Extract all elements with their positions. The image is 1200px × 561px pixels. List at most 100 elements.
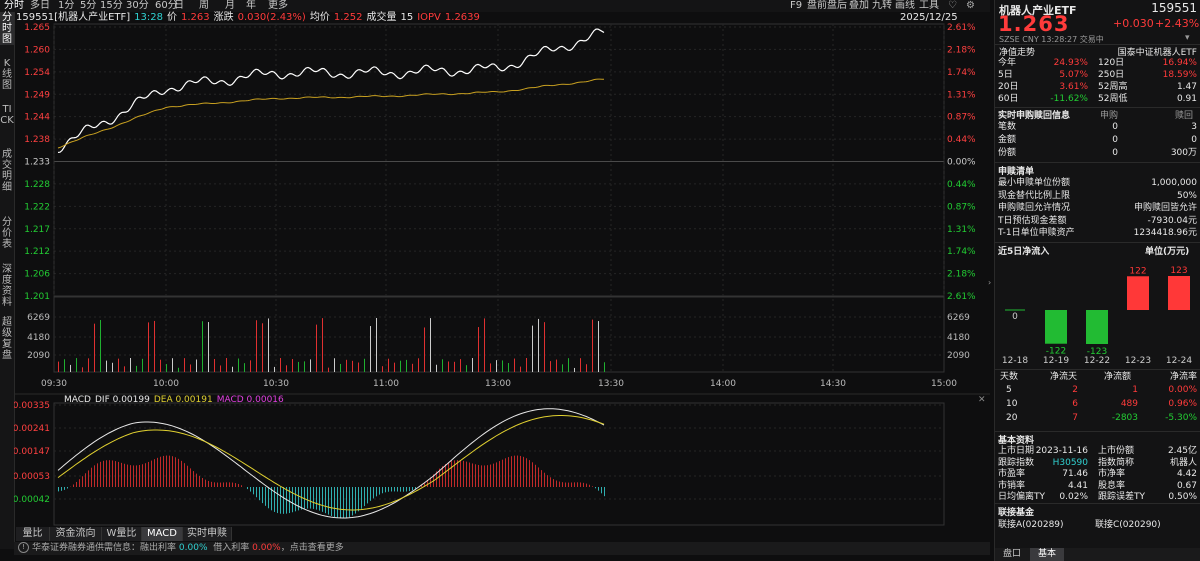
period-tab-2[interactable]: 1分 [58, 0, 75, 11]
volume-bar [310, 359, 311, 372]
quote-time: 13:28 [134, 12, 163, 23]
macd-bar [169, 455, 170, 487]
macd-tick-label: 0.00241 [14, 424, 50, 434]
bottom-tab-3[interactable]: MACD [142, 527, 183, 541]
price-tick-label: 1.260 [24, 45, 50, 55]
macd-bar [277, 487, 278, 514]
toolbar-item-4[interactable]: 画线 [895, 0, 915, 11]
list-row: 申购赎回允许情况 申购赎回皆允许 [998, 202, 1198, 214]
margin-info-bar[interactable]: ! 华泰证券融券通供需信息：融出利率 0.00% 借入利率 0.00%，点击查看更… [14, 542, 990, 555]
flow-net-amount: -2803 [1111, 413, 1138, 423]
performance-table: 今年 24.93% 120日 16.94% 5日 5.07% 250日 18.59% 20日 3.… [995, 57, 1200, 107]
bottom-tab-0[interactable]: 量比 [16, 527, 50, 541]
toolbar-item-1[interactable]: 盘前盘后 [807, 0, 847, 11]
volume-bar [370, 326, 371, 372]
macd-bar [604, 487, 605, 497]
redeem-purchase: 0 [1112, 148, 1118, 158]
period-tab-5[interactable]: 30分 [126, 0, 149, 11]
macd-bar [478, 464, 479, 487]
bottom-tab-1[interactable]: 资金流向 [50, 527, 102, 541]
period-tab-11[interactable]: 更多 [268, 0, 288, 11]
volume-bar [568, 358, 569, 372]
toolbar-item-3[interactable]: 九转 [872, 0, 892, 11]
macd-bar [547, 475, 548, 487]
right-tab-0[interactable]: 盘口 [1002, 549, 1021, 559]
left-tab-2[interactable]: TICK [0, 104, 14, 126]
perf-value-1: 3.61% [1059, 82, 1088, 92]
volume-bar [436, 364, 437, 372]
period-tab-10[interactable]: 年 [246, 0, 256, 11]
macd-bar [256, 487, 257, 498]
collapse-panel-icon[interactable]: › [988, 278, 992, 287]
left-tab-6[interactable]: 超级复盘 [2, 317, 12, 361]
volume-bar [580, 358, 581, 372]
basic-title: 基本资料 [998, 436, 1035, 446]
period-tab-6[interactable]: 60分 [155, 0, 178, 11]
perf-row: 今年 24.93% 120日 16.94% [998, 57, 1198, 69]
left-tab-5[interactable]: 深度资料 [2, 264, 12, 308]
redeem-redeem: 300万 [1170, 148, 1197, 158]
volume-bar [598, 321, 599, 372]
macd-bar [352, 487, 353, 516]
macd-bar [334, 487, 335, 518]
list-label: T日预估现金差额 [998, 215, 1067, 226]
purchase-list: 最小申赎单位份额 1,000,000 现金替代比例上限 50% 申购赎回允许情况 申购赎回… [995, 177, 1200, 242]
nav-trend-label[interactable]: 净值走势 [999, 48, 1036, 58]
dropdown-icon[interactable]: ▾ [1185, 33, 1190, 43]
linked-fund-c[interactable]: 联接C(020290) [1095, 520, 1161, 530]
pct-tick-label: 1.74% [947, 247, 976, 257]
macd-bar [451, 461, 452, 487]
macd-bar [301, 487, 302, 510]
volume-bar [466, 365, 467, 372]
volume-bar [232, 366, 233, 372]
volume-bar [304, 361, 305, 372]
heart-icon[interactable]: ♡ [948, 0, 957, 11]
period-tab-8[interactable]: 周 [199, 0, 209, 11]
bottom-tab-2[interactable]: W量比 [102, 527, 142, 541]
volume-bar [358, 362, 359, 372]
period-tab-1[interactable]: 多日 [30, 0, 50, 11]
redeem-label: 份额 [998, 148, 1017, 158]
perf-value-2: 18.59% [1162, 70, 1197, 80]
toolbar-item-5[interactable]: 工具 [919, 0, 939, 11]
volume-bar [508, 363, 509, 372]
toolbar-item-0[interactable]: F9 [790, 0, 803, 11]
period-tab-9[interactable]: 月 [225, 0, 235, 11]
period-tab-7[interactable]: 日 [174, 0, 184, 11]
volume-bar [346, 359, 347, 372]
bottom-tab-4[interactable]: 实时申赎 [183, 527, 232, 541]
period-tab-0[interactable]: 分时 [4, 0, 24, 11]
macd-bar [178, 458, 179, 487]
period-tab-4[interactable]: 15分 [100, 0, 123, 11]
volume-bar [70, 364, 71, 372]
macd-bar [238, 483, 239, 487]
left-tab-1[interactable]: K线图 [2, 58, 12, 91]
view-more-link[interactable]: 点击查看更多 [289, 543, 344, 553]
flow-bar [1045, 310, 1067, 344]
left-tab-3[interactable]: 成交明细 [2, 149, 12, 193]
linked-title: 联接基金 [998, 508, 1035, 518]
intraday-chart[interactable]: 1.265 2.61% 1.260 2.18% 1.254 1.74% 1.249 1.31%… [14, 0, 990, 527]
volume-bar [520, 366, 521, 372]
left-tab-4[interactable]: 分价表 [2, 217, 12, 250]
toolbar-item-2[interactable]: 叠加 [849, 0, 869, 11]
volume-bar [544, 322, 545, 372]
close-panel-icon[interactable]: ✕ [978, 395, 986, 405]
volume-bar [562, 364, 563, 372]
flow-date-label: 12-19 [1043, 356, 1069, 366]
info-icon: ! [18, 542, 29, 553]
macd-bar [394, 487, 395, 492]
right-tab-1[interactable]: 基本 [1030, 548, 1064, 561]
macd-bar [412, 487, 413, 491]
macd-bar [253, 487, 254, 495]
linked-fund-a[interactable]: 联接A(020289) [998, 520, 1064, 530]
avg-label: 均价 [309, 12, 330, 23]
macd-bar [364, 487, 365, 507]
gear-icon[interactable]: ⚙ [966, 0, 975, 11]
macd-bar [589, 484, 590, 487]
price-tick-label: 1.254 [24, 68, 50, 78]
period-tab-3[interactable]: 5分 [80, 0, 97, 11]
left-tab-0[interactable]: 分时图 [0, 12, 14, 45]
chart-date: 2025/12/25 [900, 12, 958, 23]
time-tick-label: 13:00 [485, 379, 511, 389]
